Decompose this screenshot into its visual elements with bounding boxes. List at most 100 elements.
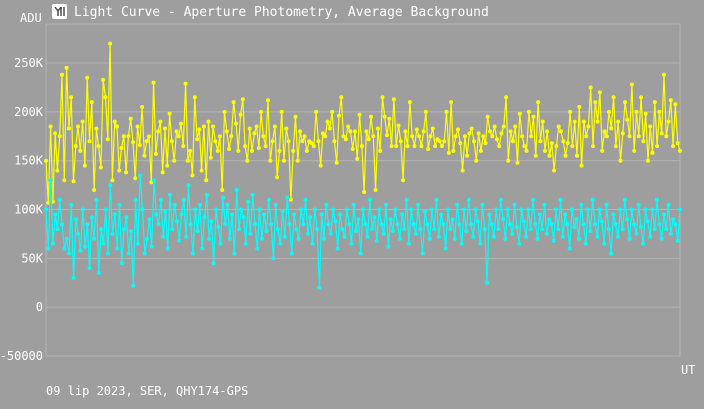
data-point bbox=[138, 173, 143, 178]
data-point bbox=[83, 244, 88, 249]
data-point bbox=[227, 236, 232, 241]
data-point bbox=[639, 95, 644, 100]
data-point bbox=[369, 114, 373, 119]
data-point bbox=[181, 144, 186, 149]
data-point bbox=[456, 127, 460, 132]
data-point bbox=[457, 222, 462, 227]
data-point bbox=[316, 139, 321, 144]
data-point bbox=[289, 251, 294, 256]
data-point bbox=[156, 129, 161, 134]
data-point bbox=[163, 126, 167, 131]
data-point bbox=[255, 246, 260, 251]
data-point bbox=[448, 227, 453, 232]
data-point bbox=[271, 256, 276, 261]
data-point bbox=[496, 227, 501, 232]
data-point bbox=[241, 215, 246, 220]
data-point bbox=[250, 148, 254, 153]
data-point bbox=[673, 222, 678, 227]
data-point bbox=[465, 153, 470, 158]
data-point bbox=[55, 168, 60, 173]
data-point bbox=[209, 219, 214, 224]
data-point bbox=[650, 207, 655, 212]
data-point bbox=[67, 251, 71, 256]
data-point bbox=[282, 234, 287, 239]
data-point bbox=[478, 241, 483, 246]
data-point bbox=[377, 207, 382, 212]
data-point bbox=[211, 261, 216, 266]
data-point bbox=[291, 148, 296, 153]
data-point bbox=[536, 100, 541, 105]
data-point bbox=[247, 126, 252, 131]
data-point bbox=[314, 109, 319, 114]
data-point bbox=[101, 241, 106, 246]
data-point bbox=[627, 134, 632, 139]
data-point bbox=[545, 129, 550, 134]
data-point bbox=[460, 168, 465, 173]
data-point bbox=[344, 207, 349, 212]
data-point bbox=[508, 129, 513, 134]
y-tick-label: 0 bbox=[36, 300, 43, 314]
data-point bbox=[576, 236, 581, 241]
data-point bbox=[535, 236, 540, 241]
data-point bbox=[299, 207, 303, 212]
data-point bbox=[584, 134, 589, 139]
data-point bbox=[597, 90, 602, 95]
data-point bbox=[333, 219, 338, 224]
data-point bbox=[57, 197, 62, 202]
data-point bbox=[328, 231, 333, 236]
data-point bbox=[604, 202, 609, 207]
data-point bbox=[428, 134, 433, 139]
series-1 bbox=[44, 41, 682, 205]
data-point bbox=[382, 114, 387, 119]
data-point bbox=[543, 148, 547, 153]
data-point bbox=[89, 215, 94, 220]
data-point bbox=[634, 231, 639, 236]
data-point bbox=[184, 234, 189, 239]
data-point bbox=[236, 148, 241, 153]
data-point bbox=[248, 231, 253, 236]
data-point bbox=[613, 144, 618, 149]
data-point bbox=[285, 195, 290, 200]
data-point bbox=[275, 175, 280, 180]
data-point bbox=[425, 222, 430, 227]
data-point bbox=[361, 207, 365, 212]
data-point bbox=[402, 227, 407, 232]
data-point bbox=[257, 207, 262, 212]
data-point bbox=[154, 212, 159, 217]
data-point bbox=[390, 229, 395, 233]
data-point bbox=[165, 163, 170, 168]
data-point bbox=[466, 197, 471, 202]
data-point bbox=[151, 80, 156, 85]
data-point bbox=[124, 170, 129, 175]
data-point bbox=[66, 126, 71, 131]
data-point bbox=[231, 100, 236, 105]
data-point bbox=[76, 231, 81, 236]
data-point bbox=[85, 222, 90, 227]
data-point bbox=[200, 246, 205, 251]
data-point bbox=[657, 109, 662, 114]
data-point bbox=[664, 227, 669, 232]
data-point bbox=[638, 225, 643, 230]
data-point bbox=[499, 131, 504, 136]
data-point bbox=[501, 124, 506, 129]
data-point bbox=[191, 251, 195, 256]
data-point bbox=[367, 197, 372, 202]
data-point bbox=[186, 183, 191, 188]
data-point bbox=[533, 153, 538, 158]
data-point bbox=[269, 222, 274, 227]
data-point bbox=[320, 131, 325, 136]
data-point bbox=[559, 129, 563, 134]
data-point bbox=[577, 105, 582, 109]
data-point bbox=[259, 109, 264, 114]
data-point bbox=[469, 126, 474, 131]
data-point bbox=[381, 231, 386, 236]
data-point bbox=[648, 124, 653, 129]
data-point bbox=[112, 212, 117, 217]
data-point bbox=[53, 131, 58, 136]
data-point bbox=[250, 192, 255, 197]
data-point bbox=[266, 197, 271, 202]
data-point bbox=[602, 129, 607, 134]
data-point bbox=[273, 202, 278, 207]
y-tick-label: -50000 bbox=[0, 349, 43, 363]
